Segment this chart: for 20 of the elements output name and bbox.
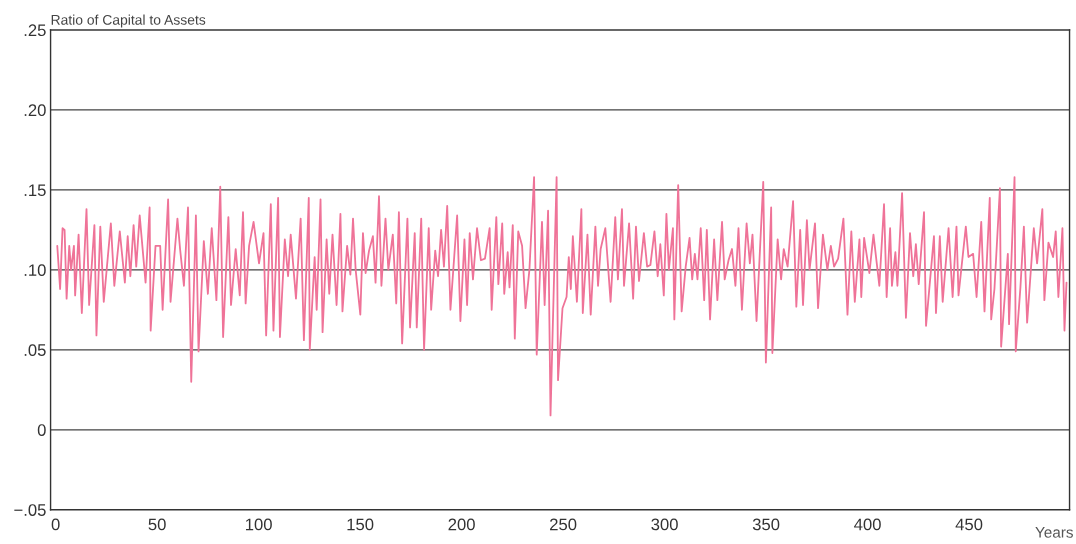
y-tick-label: .15 [24,184,46,197]
x-tick-label: 150 [347,518,374,531]
x-axis-title: Years [1035,527,1073,538]
x-tick-label: 0 [51,518,60,531]
y-tick-label: 0 [37,424,46,436]
x-tick-label: 250 [550,518,577,531]
x-tick-label: 450 [955,518,983,531]
y-tick-label: .10 [24,264,46,277]
y-tick-label: .20 [24,104,46,117]
y-tick-label: .05 [24,344,46,356]
line-series [56,176,1068,417]
y-tick-label: −.05 [14,504,46,516]
x-tick-label: 200 [448,518,475,531]
x-tick-label: 50 [148,518,166,531]
x-tick-label: 100 [246,518,272,531]
x-tick-label: 400 [854,518,881,531]
x-tick-label: 350 [752,518,780,531]
y-tick-label: .25 [24,24,46,37]
x-tick-label: 300 [651,518,678,531]
y-axis-title: Ratio of Capital to Assets [51,14,206,28]
